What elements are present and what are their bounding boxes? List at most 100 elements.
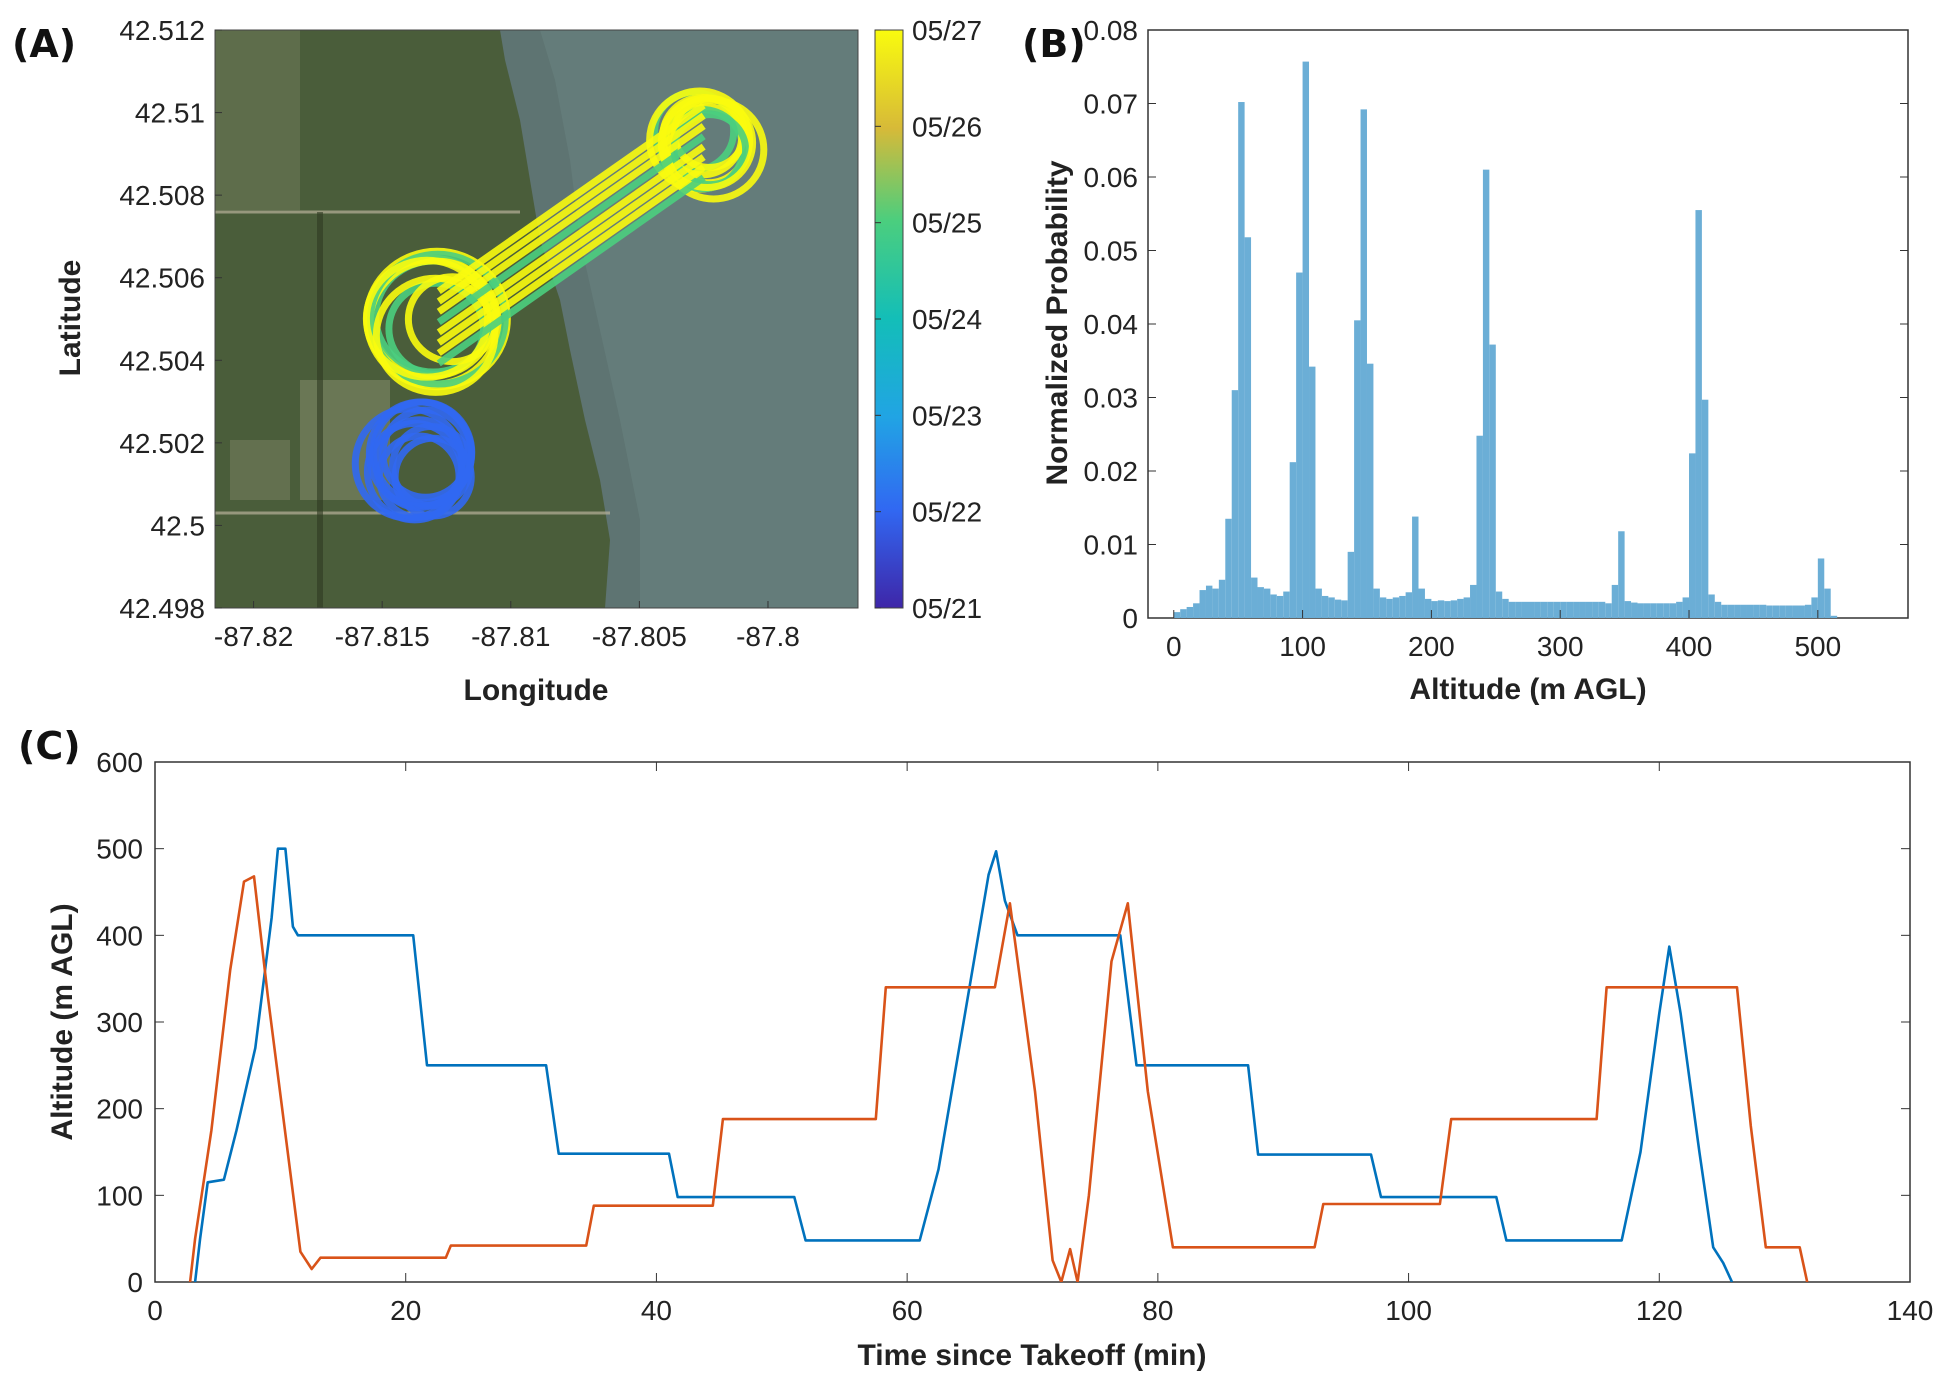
histogram-y-tick-label: 0.04: [1084, 309, 1139, 340]
histogram-bar: [1437, 600, 1445, 618]
map-y-tick-label: 42.502: [119, 428, 205, 459]
map-y-tick-label: 42.512: [119, 15, 205, 46]
histogram-bar: [1366, 363, 1374, 618]
timeseries-lines: [188, 847, 1809, 1282]
map-frame: [214, 29, 859, 609]
histogram-y-tick-label: 0.06: [1084, 162, 1139, 193]
histogram-bar: [1502, 598, 1509, 618]
histogram-bar: [1296, 272, 1303, 618]
timeseries-y-tick-label: 100: [96, 1180, 143, 1211]
transit-track: [436, 112, 706, 305]
transit-track: [436, 123, 706, 315]
timeseries-x-tick-label: 100: [1385, 1295, 1432, 1326]
histogram-bar: [1386, 598, 1393, 618]
satellite-map-background: [215, 30, 858, 608]
histogram-bar: [1528, 601, 1535, 618]
histogram-bar: [1360, 109, 1367, 618]
histogram-bar: [1727, 604, 1735, 618]
timeseries-frame: [154, 761, 1911, 1283]
altitude-histogram-panel: 0 100 200 300 400 500 0 0.01 0.02 0.03 0.04 0.05 0.0…: [1041, 15, 1909, 706]
histogram-bar: [1328, 597, 1335, 618]
map-y-tick-label: 42.506: [119, 263, 205, 294]
histogram-bar: [1238, 102, 1245, 618]
colorbar-tick-label: 05/27: [912, 15, 982, 46]
histogram-y-axis-label: Normalized Probability: [1041, 160, 1074, 485]
histogram-bar: [1540, 601, 1548, 618]
histogram-bar: [1199, 590, 1206, 618]
histogram-bar: [1656, 603, 1664, 618]
histogram-bar: [1270, 594, 1277, 618]
colorbar-tick-label: 05/22: [912, 497, 982, 528]
map-x-tick-label: -87.815: [335, 621, 430, 652]
map-y-tick-label: 42.5: [151, 510, 206, 541]
transit-track: [436, 174, 706, 367]
histogram-x-axis-label: Altitude (m AGL): [1409, 673, 1646, 706]
histogram-bar: [1637, 603, 1644, 618]
histogram-x-tick-label: 300: [1537, 631, 1584, 662]
histogram-bar: [1347, 551, 1355, 618]
histogram-bar: [1740, 604, 1747, 618]
histogram-bar: [1263, 588, 1271, 618]
histogram-bar: [1573, 601, 1580, 618]
histogram-bar: [1624, 601, 1632, 618]
histogram-bar: [1560, 601, 1567, 618]
histogram-bar: [1553, 601, 1561, 618]
histogram-bar: [1457, 598, 1464, 618]
histogram-bar: [1824, 588, 1831, 618]
histogram-bar: [1302, 61, 1310, 619]
histogram-bar: [1508, 601, 1516, 618]
timeseries-y-tick-label: 400: [96, 920, 143, 951]
histogram-frame: [1147, 29, 1909, 619]
trajectory-orbits: [351, 87, 768, 524]
altitude-series-line-1: [193, 847, 1734, 1282]
histogram-y-tick-label: 0.08: [1084, 15, 1139, 46]
timeseries-y-tick-label: 200: [96, 1094, 143, 1125]
histogram-bar: [1212, 588, 1219, 618]
histogram-bar: [1470, 584, 1477, 618]
map-panel: -87.82 -87.815 -87.81 -87.805 -87.8 42.498 42.…: [54, 15, 982, 707]
panel-label-a: (A): [12, 22, 76, 66]
timeseries-y-tick-label: 500: [96, 834, 143, 865]
histogram-y-tick-label: 0.05: [1084, 236, 1139, 267]
map-y-tick-label: 42.508: [119, 180, 205, 211]
histogram-bar: [1605, 603, 1612, 618]
histogram-bar: [1180, 609, 1187, 618]
map-y-tick-label: 42.498: [119, 593, 205, 624]
timeseries-x-tick-label: 80: [1142, 1295, 1173, 1326]
histogram-bar: [1792, 605, 1799, 618]
timeseries-y-tick-label: 0: [127, 1267, 143, 1298]
histogram-bar: [1566, 601, 1574, 618]
histogram-bar: [1785, 605, 1793, 618]
histogram-bar: [1772, 605, 1780, 618]
histogram-bar: [1759, 604, 1767, 618]
histogram-bar: [1231, 390, 1239, 618]
histogram-bar: [1682, 597, 1690, 618]
orbit-loop: [365, 398, 475, 510]
histogram-bar: [1830, 615, 1838, 618]
histogram-y-tick-label: 0: [1122, 603, 1138, 634]
timeseries-axis-ticks: 0 20 40 60 80 100 120 140 0 100 200 300 400 500 600: [96, 747, 1933, 1326]
histogram-bar: [1412, 516, 1419, 618]
histogram-x-tick-label: 400: [1666, 631, 1713, 662]
histogram-bar: [1798, 605, 1805, 618]
panel-label-c: (C): [18, 724, 81, 768]
histogram-y-tick-label: 0.02: [1084, 456, 1139, 487]
orbit-loop: [372, 274, 499, 396]
timeseries-x-tick-label: 60: [892, 1295, 923, 1326]
histogram-bar: [1779, 605, 1786, 618]
histogram-bar: [1804, 604, 1812, 618]
histogram-bar: [1817, 558, 1825, 618]
histogram-bar: [1431, 601, 1438, 618]
histogram-bar: [1631, 602, 1638, 618]
histogram-bar: [1373, 588, 1380, 618]
colorbar-tick-label: 05/23: [912, 400, 982, 431]
histogram-bar: [1315, 588, 1322, 618]
histogram-bar: [1424, 598, 1432, 618]
histogram-bar: [1276, 595, 1284, 618]
histogram-bar: [1309, 366, 1316, 618]
timeseries-x-tick-label: 20: [390, 1295, 421, 1326]
histogram-bar: [1463, 597, 1471, 618]
histogram-bar: [1811, 597, 1818, 618]
histogram-bar: [1721, 604, 1728, 618]
date-colorbar: 05/21 05/22 05/23 05/24 05/25 05/26 05/27: [874, 15, 982, 624]
